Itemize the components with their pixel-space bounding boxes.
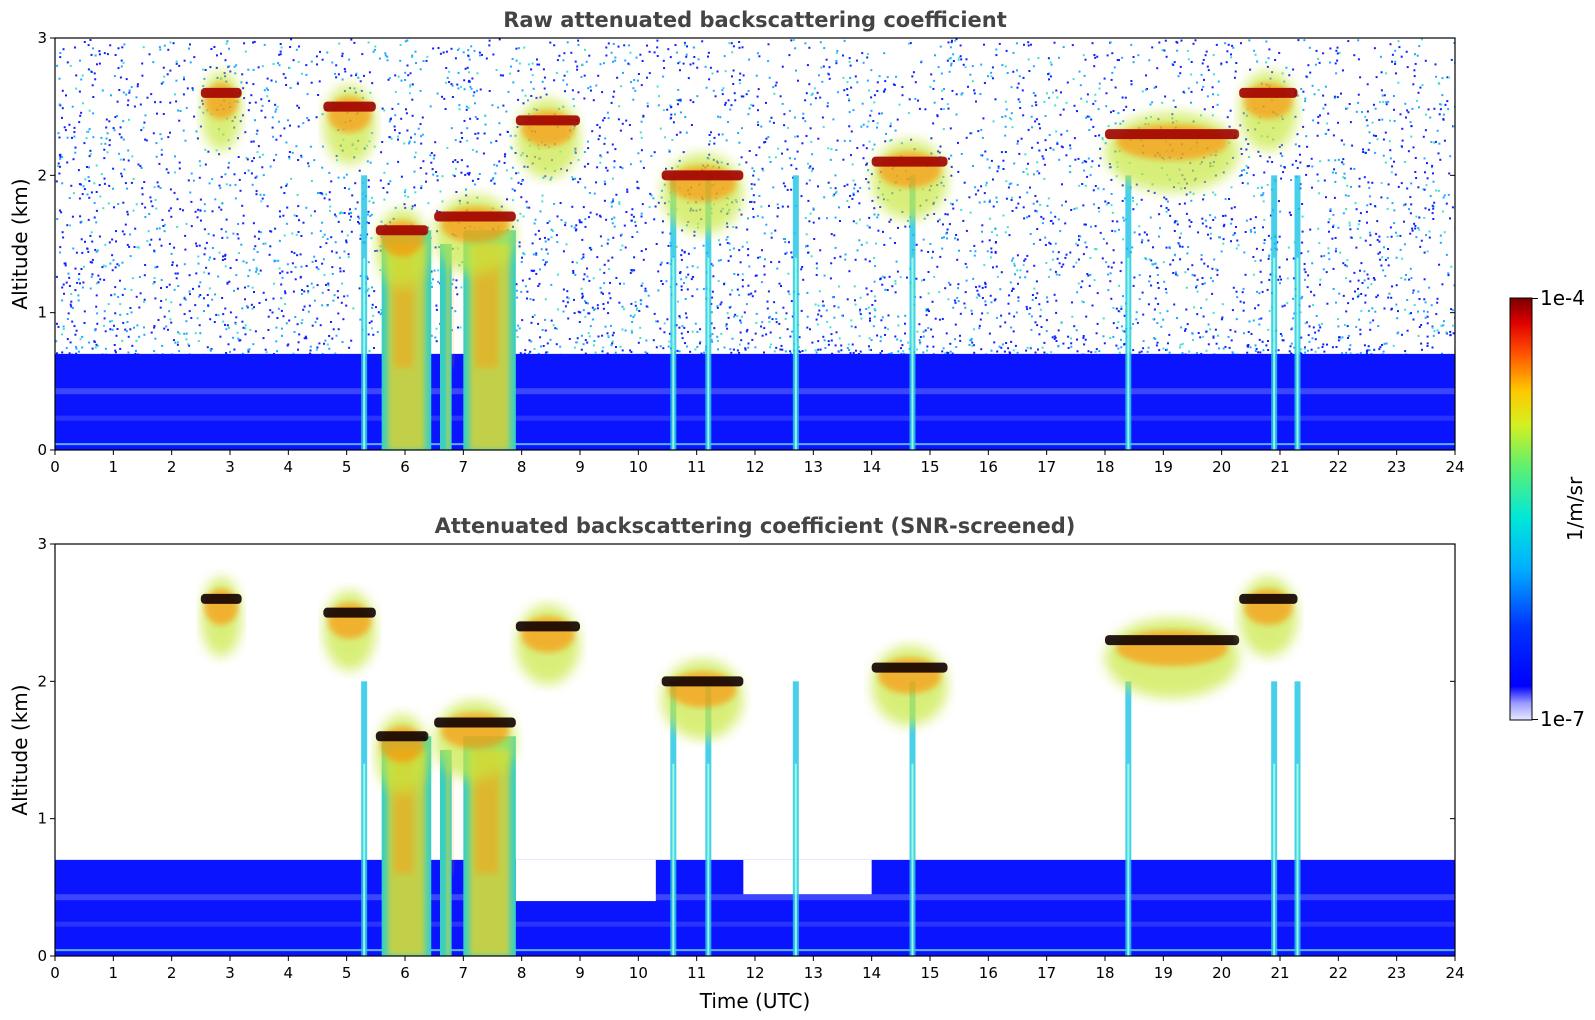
boundary-layer xyxy=(55,353,1455,450)
x-tick-label: 2 xyxy=(167,458,177,476)
x-tick-label: 15 xyxy=(920,964,939,982)
x-tick-label: 14 xyxy=(862,458,881,476)
cloud-base xyxy=(661,170,744,181)
x-tick-label: 10 xyxy=(629,458,648,476)
cloud-base xyxy=(434,211,516,222)
x-tick-label: 13 xyxy=(804,458,823,476)
x-tick-label: 4 xyxy=(284,458,294,476)
colorbar-max-label: 1e-4 xyxy=(1540,286,1585,310)
x-tick-label: 18 xyxy=(1095,964,1114,982)
y-axis-label-raw: Altitude (km) xyxy=(8,178,32,309)
cloud-base xyxy=(323,607,376,618)
plot-area-screened xyxy=(55,544,1455,956)
cloud-base xyxy=(200,593,242,604)
colorbar-label: 1/m/sr xyxy=(1563,476,1587,541)
chart-title-screened: Attenuated backscattering coefficient (S… xyxy=(435,514,1076,538)
x-tick-label: 24 xyxy=(1445,458,1464,476)
x-axis-screened: 0 1 2 3 4 5 6 7 8 9 10 11 12 13 14 15 16 17 18 19 20 21 22 23 24 xyxy=(50,956,1465,982)
chart-title-raw: Raw attenuated backscattering coefficien… xyxy=(503,8,1007,32)
x-tick-label: 3 xyxy=(225,458,235,476)
x-tick-label: 11 xyxy=(687,964,706,982)
x-tick-label: 8 xyxy=(517,458,527,476)
x-tick-label: 0 xyxy=(50,964,60,982)
x-tick-label: 16 xyxy=(979,458,998,476)
x-tick-label: 16 xyxy=(979,964,998,982)
precip-shaft xyxy=(440,244,452,450)
x-tick-label: 22 xyxy=(1329,964,1348,982)
x-tick-label: 17 xyxy=(1037,964,1056,982)
x-tick-label: 10 xyxy=(629,964,648,982)
x-tick-label: 23 xyxy=(1387,458,1406,476)
cloud-base xyxy=(515,621,580,632)
x-tick-label: 13 xyxy=(804,964,823,982)
x-tick-label: 5 xyxy=(342,458,352,476)
x-tick-label: 20 xyxy=(1212,458,1231,476)
cloud-base xyxy=(200,87,242,98)
cloud-base xyxy=(323,101,376,112)
cloud-base xyxy=(871,662,948,673)
x-tick-label: 7 xyxy=(459,964,469,982)
x-tick-label: 8 xyxy=(517,964,527,982)
cloud-base xyxy=(1105,635,1240,646)
plot-area-raw xyxy=(55,38,1455,450)
x-tick-label: 3 xyxy=(225,964,235,982)
x-tick-label: 9 xyxy=(575,458,585,476)
colorbar-min-label: 1e-7 xyxy=(1540,707,1585,731)
y-tick-label: 1 xyxy=(37,304,47,322)
x-tick-label: 9 xyxy=(575,964,585,982)
x-tick-label: 4 xyxy=(284,964,294,982)
colorbar xyxy=(1509,297,1533,721)
x-tick-label: 1 xyxy=(109,964,119,982)
x-tick-label: 20 xyxy=(1212,964,1231,982)
x-tick-label: 14 xyxy=(862,964,881,982)
y-axis-raw: 0 1 2 3 xyxy=(37,29,1455,459)
y-tick-label: 2 xyxy=(37,672,47,690)
x-tick-label: 0 xyxy=(50,458,60,476)
y-axis-screened: 0 1 2 3 xyxy=(37,535,1455,965)
cloud-base xyxy=(1239,593,1298,604)
y-axis-label-screened: Altitude (km) xyxy=(8,684,32,815)
y-tick-label: 2 xyxy=(37,166,47,184)
cloud-base xyxy=(375,731,429,742)
x-axis-label: Time (UTC) xyxy=(699,989,811,1013)
x-tick-label: 6 xyxy=(400,458,410,476)
x-tick-label: 21 xyxy=(1270,458,1289,476)
x-tick-label: 21 xyxy=(1270,964,1289,982)
x-tick-label: 5 xyxy=(342,964,352,982)
x-tick-label: 11 xyxy=(687,458,706,476)
cloud-base xyxy=(1105,129,1240,140)
x-tick-label: 19 xyxy=(1154,964,1173,982)
x-tick-label: 24 xyxy=(1445,964,1464,982)
x-tick-label: 2 xyxy=(167,964,177,982)
x-tick-label: 15 xyxy=(920,458,939,476)
cloud-base xyxy=(661,676,744,687)
cloud-base xyxy=(515,115,580,126)
x-tick-label: 12 xyxy=(745,964,764,982)
x-tick-label: 19 xyxy=(1154,458,1173,476)
x-tick-label: 12 xyxy=(745,458,764,476)
y-tick-label: 0 xyxy=(37,441,47,459)
x-tick-label: 6 xyxy=(400,964,410,982)
x-tick-label: 18 xyxy=(1095,458,1114,476)
cloud-base xyxy=(375,225,429,236)
cloud-base xyxy=(871,156,948,167)
x-tick-label: 17 xyxy=(1037,458,1056,476)
x-tick-label: 22 xyxy=(1329,458,1348,476)
precip-shaft xyxy=(440,750,452,956)
y-tick-label: 1 xyxy=(37,810,47,828)
y-tick-label: 3 xyxy=(37,29,47,47)
x-axis-raw: 0 1 2 3 4 5 6 7 8 9 10 11 12 13 14 15 16 17 18 19 20 21 22 23 24 xyxy=(50,450,1465,476)
x-tick-label: 7 xyxy=(459,458,469,476)
x-tick-label: 1 xyxy=(109,458,119,476)
cloud-base xyxy=(434,717,516,728)
cloud-base xyxy=(1239,87,1298,98)
x-tick-label: 23 xyxy=(1387,964,1406,982)
y-tick-label: 0 xyxy=(37,947,47,965)
y-tick-label: 3 xyxy=(37,535,47,553)
